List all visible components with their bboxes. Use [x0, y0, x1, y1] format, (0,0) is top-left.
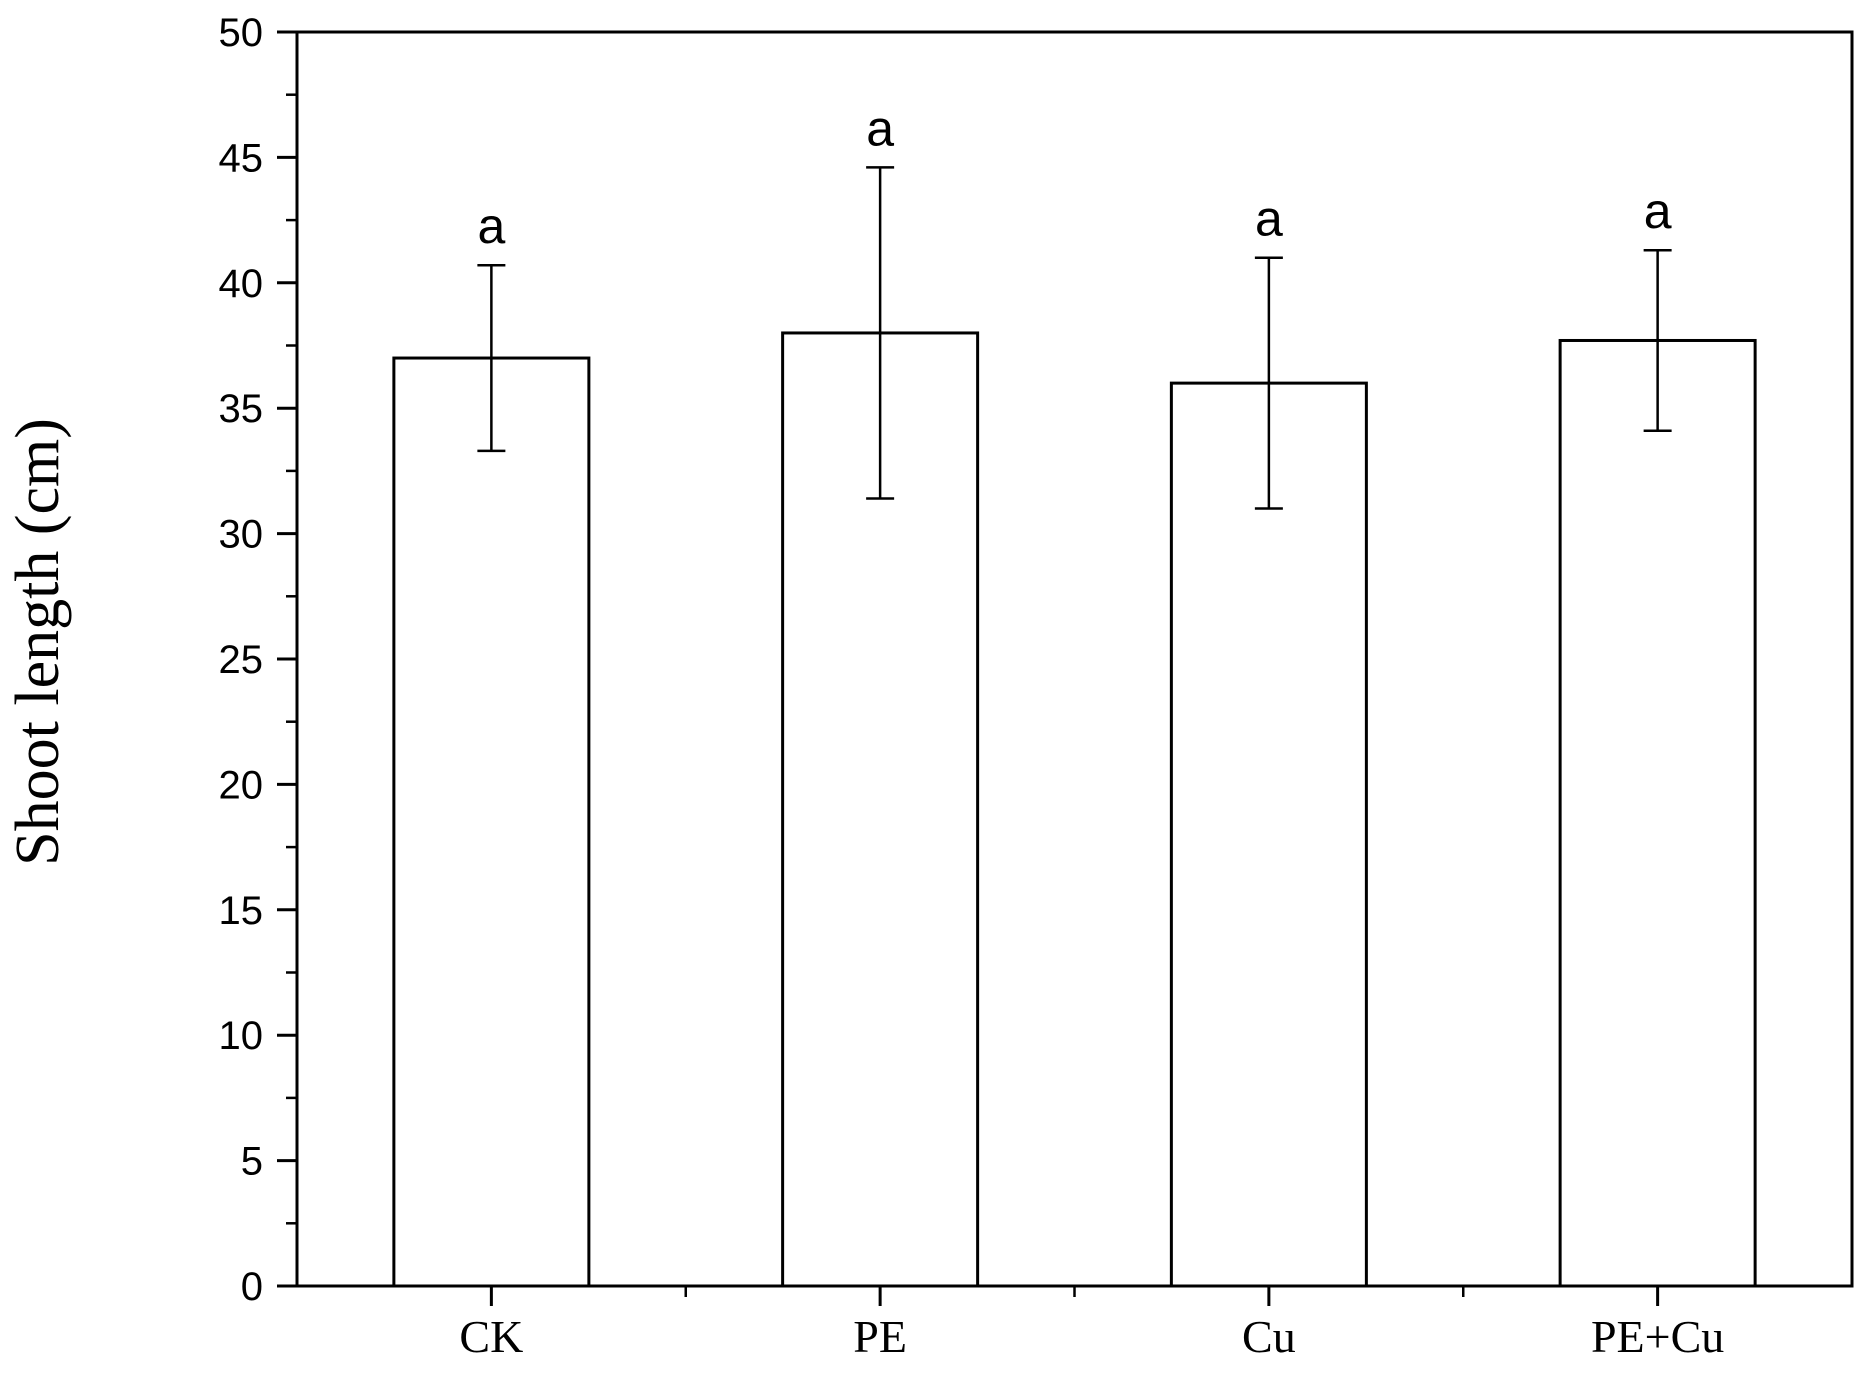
y-tick-label: 50 — [219, 11, 264, 55]
y-axis-label: Shoot length (cm) — [4, 418, 72, 866]
x-tick-label: CK — [459, 1311, 523, 1362]
y-tick-label: 45 — [219, 136, 264, 180]
bar-ck — [392, 356, 591, 1288]
y-tick-label: 30 — [219, 513, 264, 557]
x-tick-label: PE+Cu — [1591, 1311, 1724, 1362]
significance-label: a — [1644, 183, 1672, 239]
y-tick-label: 5 — [241, 1140, 263, 1184]
y-tick-label: 10 — [219, 1014, 264, 1058]
plot-area: 0 5 10 15 20 25 30 35 40 45 50 a CK a PE a Cu a PE+Cu — [219, 11, 1854, 1362]
significance-label: a — [866, 100, 894, 156]
y-tick-label: 35 — [219, 387, 264, 431]
y-tick-label: 0 — [241, 1265, 263, 1309]
bar-pe-cu — [1558, 338, 1757, 1288]
x-tick-label: PE — [853, 1311, 907, 1362]
y-tick-label: 25 — [219, 638, 264, 682]
significance-label: a — [1255, 191, 1283, 247]
y-tick-label: 40 — [219, 262, 264, 306]
significance-label: a — [477, 198, 505, 254]
x-tick-label: Cu — [1242, 1311, 1296, 1362]
bar-cu — [1169, 381, 1368, 1288]
y-tick-label: 15 — [219, 889, 264, 933]
y-tick-label: 20 — [219, 763, 264, 807]
